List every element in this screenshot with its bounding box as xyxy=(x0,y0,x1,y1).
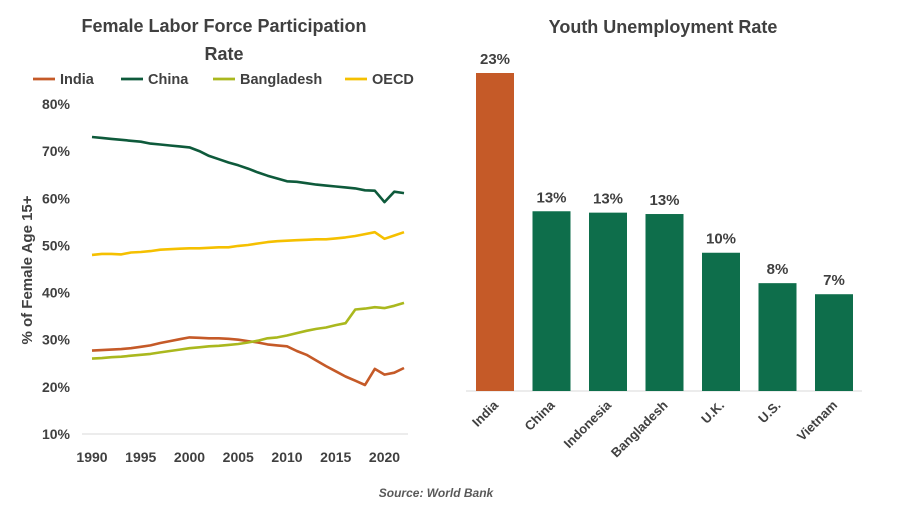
x-tick-label: 2015 xyxy=(320,449,351,465)
bar-vietnam xyxy=(815,294,853,391)
y-tick-label: 20% xyxy=(42,379,71,395)
legend-label: China xyxy=(148,72,189,88)
bar-category-label: U.S. xyxy=(755,398,783,426)
bar-data-label: 7% xyxy=(823,272,845,289)
x-tick-label: 2010 xyxy=(271,449,302,465)
legend-label: OECD xyxy=(372,72,414,88)
x-tick-label: 1995 xyxy=(125,449,156,465)
bar-chart-title: Youth Unemployment Rate xyxy=(549,17,778,37)
bar-india xyxy=(476,73,514,391)
bar-uk xyxy=(702,252,740,391)
x-tick-label: 2020 xyxy=(369,449,400,465)
line-chart-title-line1: Female Labor Force Participation xyxy=(81,16,366,36)
bar-category-label: India xyxy=(469,397,502,430)
bar-category-label: Bangladesh xyxy=(608,397,671,460)
series-line-oecd xyxy=(91,230,405,257)
bar-china xyxy=(532,211,571,391)
x-tick-label: 1990 xyxy=(76,449,107,465)
y-tick-label: 30% xyxy=(42,332,71,348)
bar-indonesia xyxy=(589,212,627,391)
series-line-bangladesh xyxy=(91,301,405,360)
series-line-china xyxy=(91,135,405,204)
bar-chart-plot: 23% India 13% China 13% Indonesia 13% Banglades… xyxy=(466,51,862,460)
y-tick-label: 50% xyxy=(42,237,71,253)
y-tick-label: 40% xyxy=(42,285,71,301)
line-chart-legend: India China Bangladesh OECD xyxy=(33,72,414,88)
bar-data-label: 23% xyxy=(480,51,510,68)
bar-data-label: 13% xyxy=(593,191,623,208)
line-chart-axes: 10% 20% 30% 40% 50% 60% 70% 80% 1990 1995 2000 2005… xyxy=(42,96,408,465)
bar-us xyxy=(758,283,797,391)
x-tick-label: 2000 xyxy=(174,449,205,465)
line-chart-y-axis-label: % of Female Age 15+ xyxy=(19,195,36,344)
bar-data-label: 13% xyxy=(536,189,566,206)
bar-category-label: U.K. xyxy=(698,398,727,427)
x-tick-label: 2005 xyxy=(223,449,254,465)
legend-label: Bangladesh xyxy=(240,72,322,88)
y-tick-label: 70% xyxy=(42,143,71,159)
legend-label: India xyxy=(60,72,95,88)
line-chart-plot xyxy=(91,135,405,387)
y-tick-label: 60% xyxy=(42,190,71,206)
bar-data-label: 13% xyxy=(649,192,679,209)
bar-category-label: Indonesia xyxy=(561,397,615,451)
bar-bangladesh xyxy=(645,214,684,391)
source-note: Source: World Bank xyxy=(379,486,495,500)
bar-category-label: Vietnam xyxy=(794,398,840,444)
series-line-india xyxy=(91,336,405,387)
bar-data-label: 8% xyxy=(767,261,789,278)
bar-data-label: 10% xyxy=(706,231,736,248)
bar-category-label: China xyxy=(521,397,558,434)
y-tick-label: 80% xyxy=(42,96,71,112)
y-tick-label: 10% xyxy=(42,426,71,442)
line-chart-title-line2: Rate xyxy=(204,44,243,64)
